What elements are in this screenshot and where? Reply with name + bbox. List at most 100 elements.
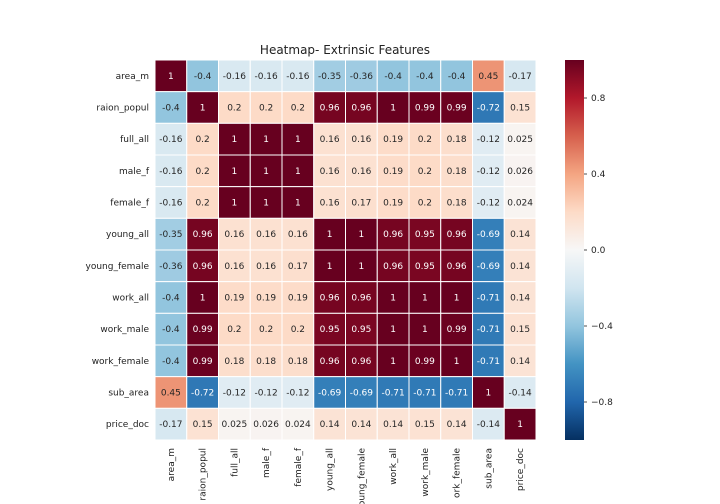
cell-value-label: 1 xyxy=(263,167,269,177)
heatmap-cell xyxy=(218,122,251,156)
heatmap-cell xyxy=(376,91,410,124)
cell-value-label: 0.99 xyxy=(447,325,467,335)
heatmap-cell xyxy=(345,281,378,314)
cell-value-label: -0.12 xyxy=(477,199,500,209)
row-label: young_all xyxy=(106,230,149,240)
cell-value-label: -0.71 xyxy=(381,389,404,399)
cell-value-label: 1 xyxy=(390,294,396,304)
cell-value-label: -0.35 xyxy=(318,72,341,82)
cell-value-label: 0.16 xyxy=(224,230,244,240)
heatmap-cell xyxy=(345,407,378,441)
heatmap-cell xyxy=(218,376,251,409)
cell-value-label: 0.15 xyxy=(510,325,530,335)
cell-value-label: 0.026 xyxy=(507,167,533,177)
cell-value-label: 0.96 xyxy=(447,230,467,240)
cell-value-label: 1 xyxy=(295,167,301,177)
row-label: sub_area xyxy=(108,389,149,399)
cell-value-label: -0.4 xyxy=(162,104,180,114)
cell-value-label: -0.4 xyxy=(162,294,180,304)
heatmap-cell xyxy=(281,186,315,219)
cell-value-label: 0.16 xyxy=(224,262,244,272)
heatmap-cell xyxy=(503,122,537,156)
heatmap-cell xyxy=(154,281,188,314)
cell-value-label: 1 xyxy=(454,357,460,367)
cell-value-label: -0.12 xyxy=(286,389,309,399)
heatmap-cell xyxy=(503,249,537,283)
heatmap-cell xyxy=(440,249,473,283)
heatmap-cell xyxy=(186,249,219,283)
cell-value-label: 0.16 xyxy=(351,135,371,145)
cell-value-label: -0.12 xyxy=(254,389,277,399)
heatmap-cell xyxy=(154,59,188,93)
heatmap-cell xyxy=(503,59,537,93)
heatmap-cell xyxy=(218,312,251,346)
cell-value-label: -0.16 xyxy=(286,72,310,82)
cell-value-label: -0.12 xyxy=(223,389,246,399)
heatmap-cell xyxy=(249,91,283,124)
heatmap-cell xyxy=(313,154,346,188)
heatmap-cell xyxy=(440,407,473,441)
cell-value-label: -0.4 xyxy=(162,357,180,367)
cell-value-label: -0.71 xyxy=(477,357,500,367)
heatmap-cell xyxy=(345,249,378,283)
column-label: area_m xyxy=(167,448,177,481)
heatmap-cell xyxy=(503,154,537,188)
cell-value-label: 1 xyxy=(422,325,428,335)
cell-value-label: 1 xyxy=(295,199,301,209)
cell-value-label: 0.2 xyxy=(418,199,432,209)
cell-value-label: 0.45 xyxy=(161,389,181,399)
heatmap-cell xyxy=(503,344,537,378)
cell-value-label: -0.69 xyxy=(350,389,374,399)
heatmap-cell xyxy=(218,249,251,283)
cell-value-label: 0.96 xyxy=(351,357,371,367)
cell-value-label: 0.18 xyxy=(256,357,276,367)
heatmap-cell xyxy=(186,407,219,441)
column-label: female_f xyxy=(294,447,304,487)
heatmap-cell xyxy=(472,407,505,441)
column-label: male_f xyxy=(262,447,272,478)
heatmap-cell xyxy=(154,154,188,188)
cell-value-label: 1 xyxy=(327,262,333,272)
heatmap-cell xyxy=(440,59,473,93)
heatmap-cell xyxy=(472,186,505,219)
cell-value-label: -0.12 xyxy=(477,135,500,145)
cell-value-label: 0.15 xyxy=(510,104,530,114)
cell-value-label: 1 xyxy=(168,72,174,82)
column-label: raion_popul xyxy=(199,448,209,501)
cell-value-label: -0.35 xyxy=(159,230,182,240)
cell-value-label: 0.99 xyxy=(193,325,213,335)
colorbar-tick-label: 0.0 xyxy=(591,246,606,256)
cell-value-label: 1 xyxy=(390,104,396,114)
cell-value-label: -0.4 xyxy=(162,325,180,335)
heatmap-cell xyxy=(186,91,219,124)
heatmap-cell xyxy=(376,312,410,346)
colorbar-tick-label: 0.8 xyxy=(591,94,606,104)
cell-value-label: 0.15 xyxy=(415,420,435,430)
heatmap-cell xyxy=(472,91,505,124)
heatmap-cell xyxy=(313,249,346,283)
heatmap-cell xyxy=(408,376,442,409)
heatmap-cell xyxy=(376,344,410,378)
heatmap-cell xyxy=(440,154,473,188)
cell-value-label: 0.2 xyxy=(418,135,432,145)
column-label: work_all xyxy=(389,448,399,485)
heatmap-cell xyxy=(440,91,473,124)
cell-value-label: 0.024 xyxy=(285,420,311,430)
cell-value-label: -0.72 xyxy=(191,389,214,399)
cell-value-label: -0.69 xyxy=(477,262,501,272)
cell-value-label: -0.4 xyxy=(416,72,434,82)
cell-value-label: -0.69 xyxy=(318,389,342,399)
heatmap-cell xyxy=(186,312,219,346)
cell-value-label: 0.18 xyxy=(447,199,467,209)
cell-value-label: -0.16 xyxy=(254,72,278,82)
colorbar xyxy=(565,60,584,440)
cell-value-label: 1 xyxy=(359,230,365,240)
row-label: young_female xyxy=(86,262,150,272)
cell-value-label: 0.96 xyxy=(193,262,213,272)
cell-value-label: -0.71 xyxy=(413,389,436,399)
heatmap-cell xyxy=(408,91,442,124)
cell-value-label: 0.96 xyxy=(193,230,213,240)
heatmap-cell xyxy=(345,91,378,124)
cell-value-label: 0.2 xyxy=(195,167,209,177)
